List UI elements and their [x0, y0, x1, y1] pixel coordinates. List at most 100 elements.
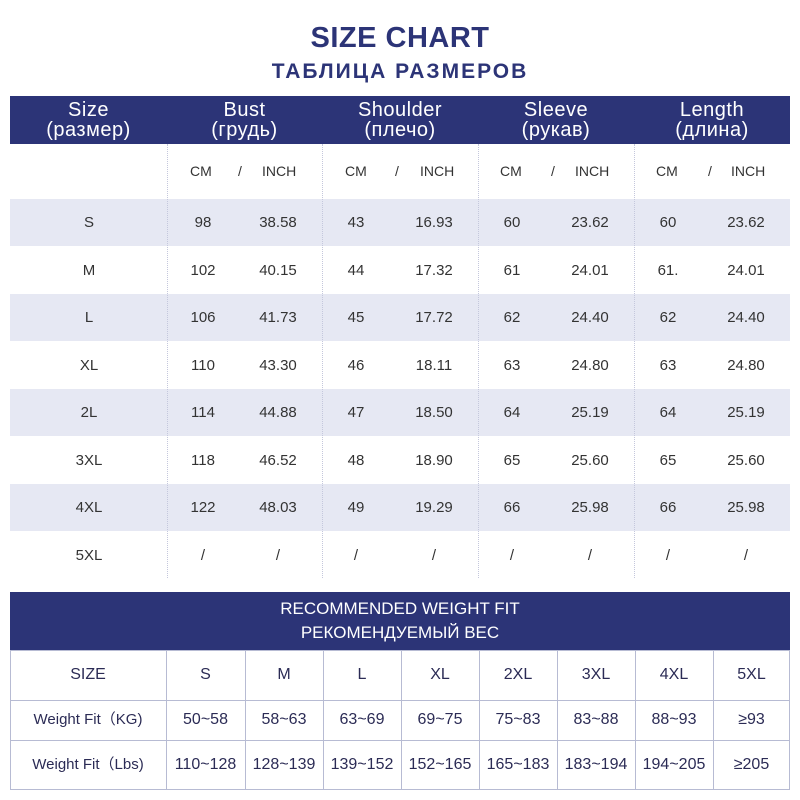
measure-cell: /: [353, 546, 359, 564]
measure-cell: 49: [347, 499, 365, 516]
weight-cell: L: [357, 666, 367, 683]
header-length: Length (длина): [675, 99, 749, 141]
weight-cell: 58~63: [261, 711, 307, 728]
measure-cell: 66: [659, 499, 677, 516]
measure-cell: 17.72: [415, 309, 453, 326]
measure-cell: 24.01: [571, 261, 609, 279]
unit-inch: INCH: [731, 163, 766, 179]
weight-cell: 183~194: [564, 756, 628, 773]
measure-cell: /: [431, 546, 437, 564]
measure-cell: 25.60: [571, 451, 609, 469]
unit-sep: /: [708, 163, 712, 179]
weight-cell: 5XL: [737, 666, 766, 683]
table-row: [10, 199, 790, 246]
weight-cell: 3XL: [581, 666, 611, 683]
weight-cell: 50~58: [183, 711, 228, 728]
measure-cell: /: [665, 546, 671, 564]
measure-cell: 25.98: [571, 499, 609, 516]
measure-cell: 65: [659, 451, 677, 469]
measure-cell: 18.90: [415, 451, 453, 469]
measure-cell: 25.98: [727, 499, 765, 516]
weight-row-divider: [10, 700, 790, 701]
size-label: XL: [79, 356, 99, 374]
measure-cell: 18.11: [415, 356, 453, 374]
measure-cell: 24.40: [571, 309, 609, 326]
column-divider: [167, 144, 168, 578]
weight-cell: 2XL: [503, 666, 533, 683]
measure-cell: 46.52: [259, 451, 297, 469]
header-size: Size (размер): [46, 99, 131, 141]
measure-cell: 18.50: [415, 404, 453, 421]
measure-cell: 43: [347, 214, 365, 231]
header-shoulder: Shoulder (плечо): [357, 99, 443, 141]
weight-cell: 128~139: [252, 756, 316, 773]
measure-cell: 16.93: [415, 214, 453, 231]
weight-cell: 194~205: [642, 756, 706, 773]
weight-title-ru: РЕКОМЕНДУЕМЫЙ ВЕС: [300, 623, 500, 642]
measure-cell: /: [200, 546, 206, 564]
column-divider: [478, 144, 479, 578]
measure-cell: 61.: [657, 261, 679, 279]
weight-cell: 110~128: [174, 756, 237, 773]
measure-cell: 60: [503, 214, 521, 231]
weight-column-divider: [479, 650, 480, 790]
weight-cell: S: [200, 666, 211, 683]
size-label: 5XL: [75, 546, 103, 564]
measure-cell: 24.40: [727, 309, 765, 326]
weight-title-en: RECOMMENDED WEIGHT FIT: [280, 599, 520, 618]
weight-cell: 4XL: [659, 666, 689, 683]
measure-cell: 63: [503, 356, 521, 374]
weight-cell: 152~165: [408, 756, 472, 773]
unit-cm: CM: [190, 163, 212, 179]
measure-cell: 65: [503, 451, 521, 469]
measure-cell: 17.32: [415, 261, 453, 279]
unit-inch: INCH: [420, 163, 455, 179]
chart-title: SIZE CHART: [310, 22, 490, 54]
measure-cell: 24.80: [727, 356, 765, 374]
unit-sep: /: [551, 163, 555, 179]
weight-fit-header: RECOMMENDED WEIGHT FIT РЕКОМЕНДУЕМЫЙ ВЕС: [10, 592, 790, 650]
size-label: M: [82, 261, 96, 279]
weight-cell: 165~183: [486, 756, 550, 773]
unit-sep: /: [395, 163, 399, 179]
size-label: 3XL: [75, 451, 103, 469]
weight-row-label: SIZE: [70, 666, 106, 683]
measure-cell: 41.73: [259, 309, 297, 326]
measure-cell: 64: [503, 404, 521, 421]
weight-column-divider: [323, 650, 324, 790]
weight-column-divider: [557, 650, 558, 790]
measure-cell: 48: [347, 451, 365, 469]
measure-cell: 63: [659, 356, 677, 374]
measure-cell: 114: [191, 404, 215, 421]
measure-cell: 25.19: [571, 404, 609, 421]
weight-cell: M: [277, 666, 291, 683]
weight-cell: XL: [430, 666, 450, 683]
measure-cell: /: [509, 546, 515, 564]
measure-cell: 66: [503, 499, 521, 516]
measure-cell: 102: [190, 261, 216, 279]
weight-cell: 88~93: [651, 711, 697, 728]
measure-cell: 61: [503, 261, 521, 279]
unit-cm: CM: [345, 163, 367, 179]
measure-cell: 23.62: [727, 214, 765, 231]
size-label: 2L: [80, 404, 98, 421]
measure-cell: 45: [347, 309, 365, 326]
unit-cm: CM: [500, 163, 522, 179]
column-divider: [634, 144, 635, 578]
measure-cell: 118: [191, 451, 215, 469]
weight-row-divider: [10, 740, 790, 741]
weight-table: [10, 650, 790, 790]
size-label: 4XL: [75, 499, 103, 516]
table-row: [10, 389, 790, 436]
measure-cell: 25.19: [727, 404, 765, 421]
weight-column-divider: [166, 650, 167, 790]
weight-row-label: Weight Fit（KG): [33, 711, 143, 728]
header-bust: Bust (грудь): [211, 99, 278, 141]
measure-cell: 40.15: [259, 261, 297, 279]
size-label: S: [83, 214, 94, 231]
table-row: [10, 294, 790, 341]
measure-cell: 38.58: [259, 214, 297, 231]
weight-cell: 139~152: [330, 756, 394, 773]
measure-cell: 62: [659, 309, 677, 326]
measure-cell: /: [587, 546, 593, 564]
